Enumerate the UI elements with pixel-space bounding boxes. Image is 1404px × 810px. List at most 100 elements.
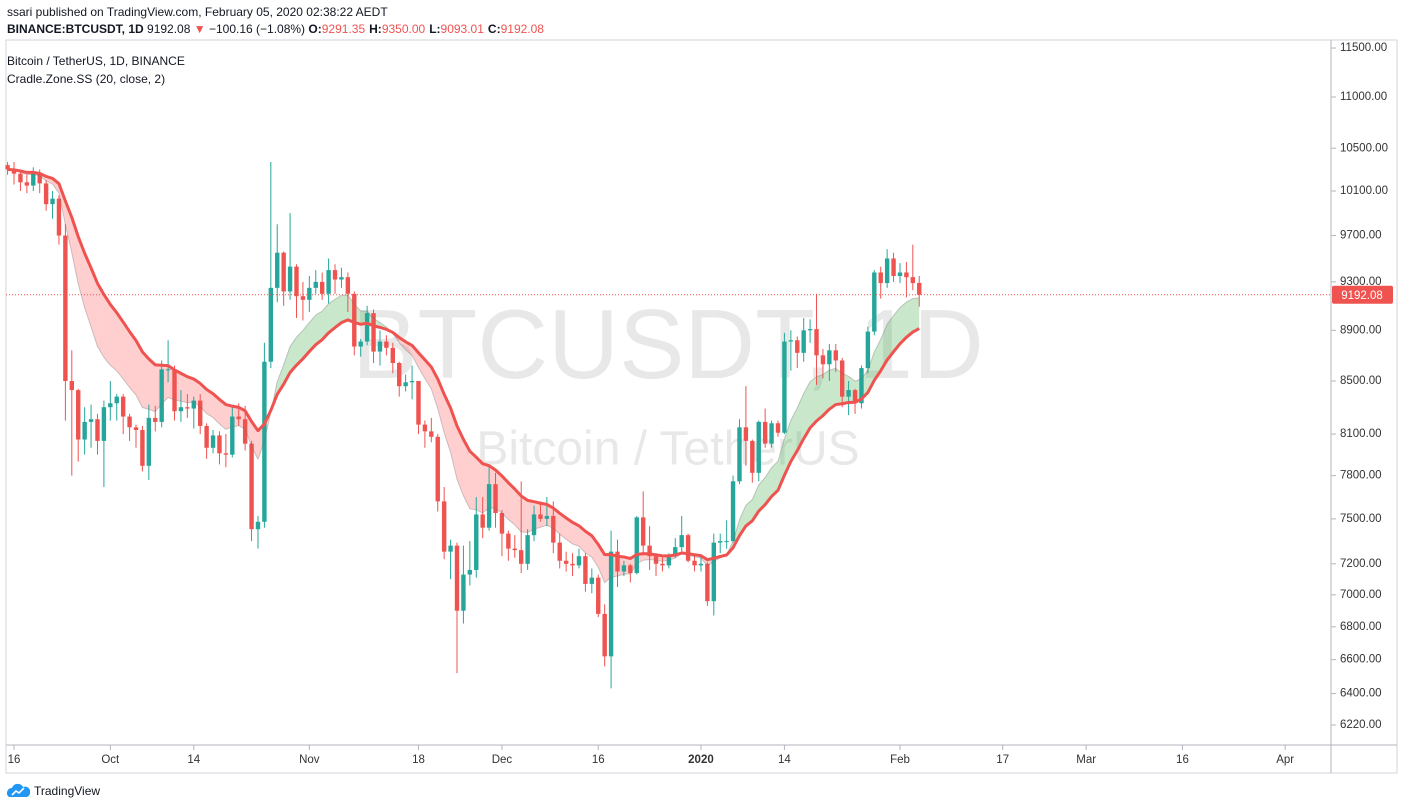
zone-fill bbox=[457, 425, 464, 496]
candle-body bbox=[236, 416, 241, 420]
candle-body bbox=[249, 443, 254, 530]
x-tick-label: 17 bbox=[996, 754, 1009, 766]
candle-body bbox=[56, 198, 62, 236]
candle-body bbox=[82, 421, 87, 440]
candle-body bbox=[679, 535, 684, 548]
candle-body bbox=[120, 396, 126, 417]
candle-body bbox=[615, 551, 620, 572]
price-label-bg bbox=[1332, 285, 1393, 304]
candle-body bbox=[756, 421, 761, 473]
zone-fill bbox=[578, 525, 586, 553]
y-tick-label: 6220.00 bbox=[1340, 719, 1382, 731]
candle-body bbox=[872, 272, 877, 332]
candle-body bbox=[718, 541, 723, 543]
y-tick-label: 10500.00 bbox=[1340, 142, 1388, 154]
candle-body bbox=[666, 556, 672, 566]
y-tick-label: 7000.00 bbox=[1340, 589, 1382, 601]
candle-body bbox=[281, 252, 286, 292]
zone-fill bbox=[501, 475, 509, 520]
x-tick-label: 2020 bbox=[688, 754, 714, 766]
candle-body bbox=[692, 560, 697, 566]
candle-body bbox=[294, 266, 299, 297]
candle-body bbox=[50, 198, 55, 205]
candle-body bbox=[416, 380, 421, 425]
candle-body bbox=[114, 396, 119, 404]
zone-fill bbox=[296, 330, 303, 366]
candle-body bbox=[904, 272, 909, 278]
fast-line bbox=[7, 168, 920, 584]
candle-body bbox=[769, 423, 774, 444]
candle-body bbox=[63, 235, 68, 381]
x-tick-label: Apr bbox=[1276, 754, 1294, 766]
candle-body bbox=[724, 541, 729, 543]
candle-body bbox=[852, 390, 858, 404]
y-tick-label: 7500.00 bbox=[1340, 513, 1382, 525]
zone-fill bbox=[514, 489, 522, 532]
candle-body bbox=[165, 369, 171, 371]
ohlc-label: L: bbox=[429, 22, 441, 36]
candle-body bbox=[653, 556, 659, 564]
candle-body bbox=[358, 341, 363, 347]
y-tick-label: 9300.00 bbox=[1340, 276, 1382, 288]
zone-fill bbox=[771, 461, 778, 497]
candle-body bbox=[441, 501, 447, 552]
candle-body bbox=[486, 484, 492, 528]
candle-body bbox=[377, 341, 383, 352]
candle-body bbox=[397, 362, 402, 387]
candle-body bbox=[775, 423, 781, 433]
candle-body bbox=[172, 369, 177, 412]
candle-body bbox=[88, 419, 94, 422]
candle-body bbox=[384, 341, 389, 348]
zone-fill bbox=[290, 337, 297, 373]
x-tick-label: 14 bbox=[187, 754, 200, 766]
ohlc-label: C: bbox=[487, 22, 501, 36]
zone-fill bbox=[277, 364, 284, 395]
zone-fill bbox=[906, 298, 913, 338]
zone-fill bbox=[315, 311, 323, 345]
candle-body bbox=[454, 545, 460, 611]
zone-fill bbox=[142, 351, 149, 410]
candle-body bbox=[300, 296, 306, 300]
candle-body bbox=[448, 545, 453, 552]
candle-body bbox=[519, 550, 524, 564]
candle-body bbox=[332, 270, 338, 280]
candle-body bbox=[820, 355, 826, 365]
candle-body bbox=[5, 165, 10, 170]
zone-fill bbox=[91, 268, 98, 347]
candle-body bbox=[576, 556, 582, 566]
zone-fill bbox=[508, 482, 515, 525]
zone-fill bbox=[116, 312, 124, 379]
zone-fill bbox=[110, 304, 117, 371]
candle-body bbox=[583, 556, 588, 584]
zone-fill bbox=[893, 307, 900, 352]
zone-fill bbox=[758, 477, 766, 512]
change-arrow: ▼ bbox=[193, 22, 206, 36]
candle-body bbox=[409, 380, 415, 383]
candle-body bbox=[698, 563, 704, 566]
zone-fill bbox=[213, 393, 220, 424]
zone-fill bbox=[129, 331, 136, 396]
candle-body bbox=[608, 551, 614, 657]
ohlc: O:9291.35 H:9350.00 L:9093.01 C:9192.08 bbox=[308, 22, 548, 36]
candle-body bbox=[589, 577, 595, 584]
candle-body bbox=[76, 390, 81, 440]
zone-fill bbox=[463, 439, 470, 509]
candle-body bbox=[210, 435, 216, 448]
y-tick-label: 8900.00 bbox=[1340, 324, 1382, 336]
candle-body bbox=[801, 330, 806, 353]
zone-fill bbox=[912, 297, 920, 333]
zone-fill bbox=[78, 236, 85, 308]
candle-body bbox=[326, 270, 331, 294]
candle-body bbox=[287, 266, 293, 292]
candle-body bbox=[403, 382, 408, 387]
x-tick-label: Nov bbox=[299, 754, 320, 766]
zone-fill bbox=[790, 407, 798, 462]
y-tick-label: 8100.00 bbox=[1340, 428, 1382, 440]
zone-fill bbox=[585, 531, 592, 558]
candle-body bbox=[551, 515, 556, 543]
candle-body bbox=[95, 419, 100, 441]
candle-body bbox=[685, 535, 691, 561]
candle-body bbox=[178, 407, 184, 412]
candle-body bbox=[814, 329, 819, 356]
candle-body bbox=[204, 425, 209, 448]
